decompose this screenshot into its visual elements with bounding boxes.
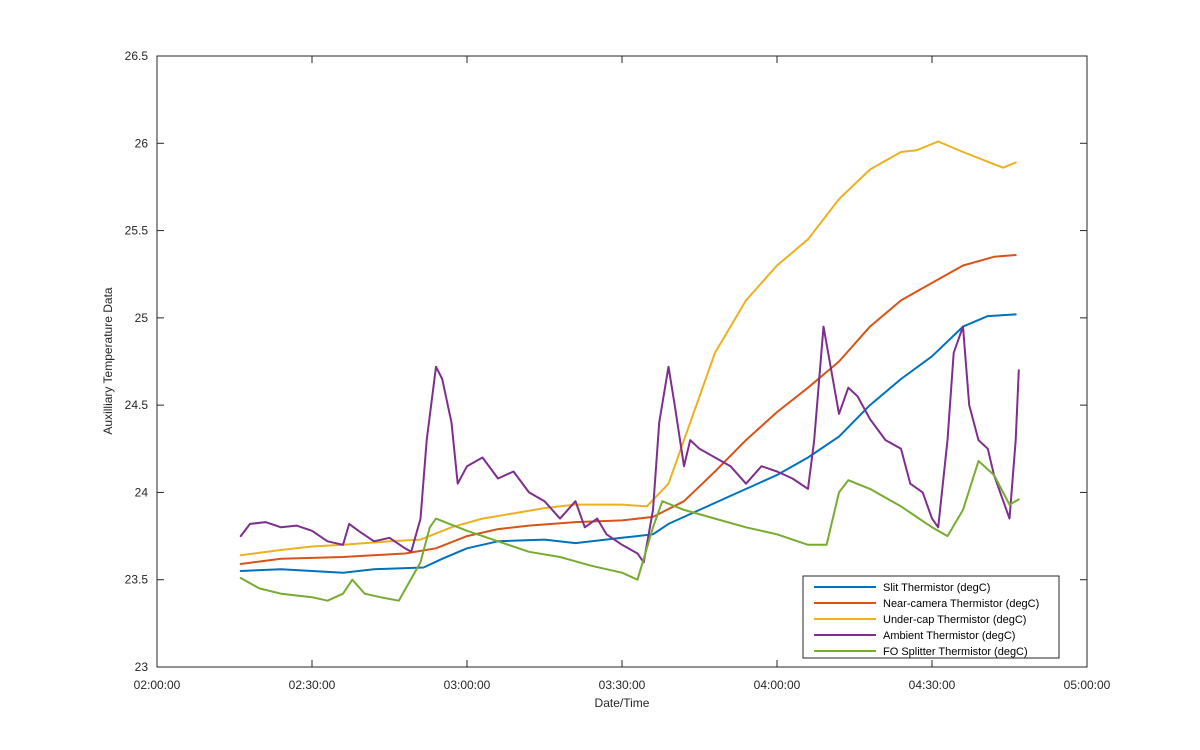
y-tick-label: 24.5 [125,398,149,412]
axis-ticks: 02:00:00 02:30:00 03:00:00 03:30:00 04:00:00… [125,49,1111,692]
x-tick-label: 02:00:00 [134,678,181,692]
x-axis-label: Date/Time [595,696,650,710]
series-line-5 [239,460,1020,602]
y-tick-label: 23 [135,660,149,674]
y-tick-label: 26 [135,136,149,150]
series-layer [239,140,1020,602]
legend-label: Near-camera Thermistor (degC) [883,598,1039,610]
series-line-1 [239,313,1017,574]
y-tick-label: 23.5 [125,573,149,587]
x-tick-label: 02:30:00 [289,678,336,692]
y-tick-label: 26.5 [125,49,149,63]
legend-label: Ambient Thermistor (degC) [883,630,1015,642]
legend-label: Under-cap Thermistor (degC) [883,614,1026,626]
series-line-3 [239,140,1017,557]
x-tick-label: 05:00:00 [1064,678,1111,692]
x-tick-label: 03:30:00 [599,678,646,692]
y-axis-label: Auxilliary Temperature Data [101,287,115,435]
x-tick-label: 03:00:00 [444,678,491,692]
legend: Slit Thermistor (degC) Near-camera Thermi… [802,575,1060,659]
y-tick-label: 25 [135,311,149,325]
y-tick-label: 24 [135,485,149,499]
series-line-2 [239,254,1017,565]
x-tick-label: 04:30:00 [909,678,956,692]
legend-box [802,575,1060,659]
x-tick-label: 04:00:00 [754,678,801,692]
y-tick-label: 25.5 [125,224,149,238]
series-line-4 [239,325,1020,564]
legend-label: FO Splitter Thermistor (degC) [883,646,1028,658]
legend-label: Slit Thermistor (degC) [883,582,990,594]
